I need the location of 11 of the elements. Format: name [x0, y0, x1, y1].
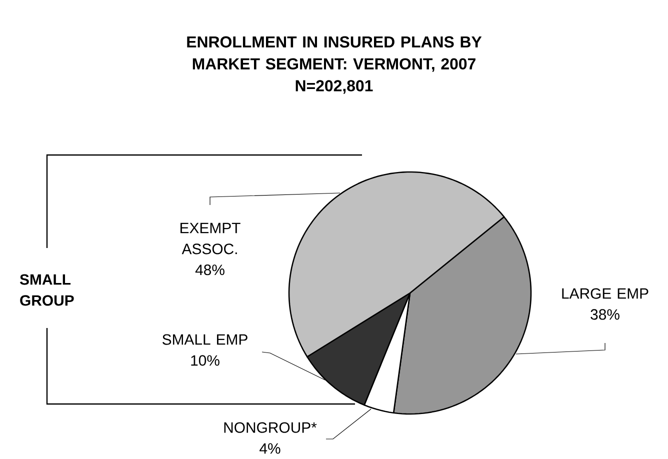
chart-subtitle: N=202,801 — [296, 80, 373, 94]
slice-label: EXEMPT ASSOC. — [180, 222, 240, 254]
slice-label: SMALL EMP — [162, 334, 248, 345]
slice-label: NONGROUP* — [224, 422, 317, 433]
chart-title: ENROLLMENT IN INSURED PLANS BY MARKET SEGMENT: VERMONT, 2007 — [187, 36, 482, 72]
data-label: 38% — [590, 309, 620, 320]
data-label: 4% — [260, 443, 280, 454]
slice-label: LARGE EMP — [562, 288, 648, 299]
data-label: 10% — [191, 355, 220, 366]
text: SMALL GROUP — [20, 274, 74, 306]
data-label: 48% — [195, 264, 224, 276]
